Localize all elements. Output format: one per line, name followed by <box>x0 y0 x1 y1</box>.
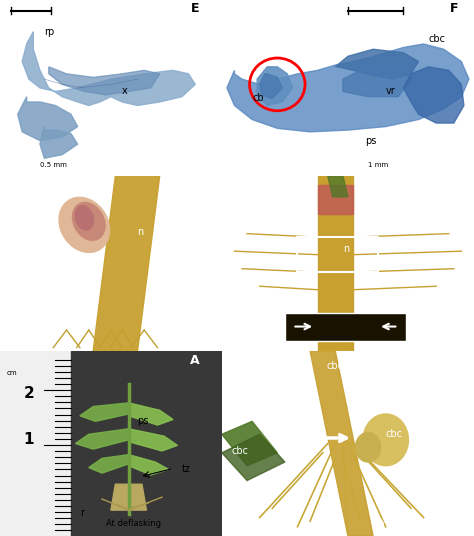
Polygon shape <box>310 351 373 536</box>
Polygon shape <box>222 434 285 481</box>
Bar <box>285 312 406 340</box>
Text: 1 year: 1 year <box>373 517 400 526</box>
Polygon shape <box>49 67 160 95</box>
Text: ps: ps <box>137 416 149 426</box>
Polygon shape <box>335 49 419 79</box>
Polygon shape <box>22 32 195 106</box>
Text: cb: cb <box>252 93 264 103</box>
Text: x: x <box>122 86 128 96</box>
Bar <box>298 237 378 272</box>
Ellipse shape <box>75 206 93 230</box>
Polygon shape <box>128 455 169 475</box>
Ellipse shape <box>356 433 381 462</box>
Text: A: A <box>191 354 200 367</box>
Text: F: F <box>449 2 458 16</box>
Ellipse shape <box>363 414 409 466</box>
Polygon shape <box>318 184 353 214</box>
Text: At deflasking: At deflasking <box>107 518 162 527</box>
Polygon shape <box>111 484 146 510</box>
Text: n: n <box>137 227 144 237</box>
Text: 0.5 mm: 0.5 mm <box>40 162 67 168</box>
Polygon shape <box>318 176 353 351</box>
Ellipse shape <box>73 203 105 240</box>
Polygon shape <box>93 176 160 351</box>
Text: n: n <box>343 244 349 255</box>
Text: r: r <box>80 508 84 518</box>
Text: B: B <box>449 354 458 367</box>
Text: E: E <box>191 2 200 16</box>
Text: 1: 1 <box>24 433 34 448</box>
Text: vr: vr <box>386 86 395 96</box>
Text: cm: cm <box>7 370 18 376</box>
Bar <box>0 351 71 536</box>
Text: cbc: cbc <box>18 262 35 272</box>
Text: 2: 2 <box>24 386 34 401</box>
Polygon shape <box>222 421 277 466</box>
Ellipse shape <box>59 197 109 252</box>
Polygon shape <box>343 62 411 96</box>
Text: 1 year: 1 year <box>232 332 259 341</box>
Polygon shape <box>75 429 128 449</box>
Polygon shape <box>328 176 348 197</box>
Polygon shape <box>128 429 177 451</box>
Text: D: D <box>449 178 459 191</box>
Polygon shape <box>403 67 464 123</box>
Polygon shape <box>260 74 283 99</box>
Text: cbc: cbc <box>386 429 403 440</box>
Text: tz: tz <box>182 464 191 473</box>
Bar <box>71 351 222 536</box>
Text: cbc: cbc <box>232 446 249 456</box>
Text: cbc: cbc <box>327 361 344 371</box>
Polygon shape <box>18 96 78 140</box>
Text: cbc: cbc <box>428 34 446 43</box>
Polygon shape <box>40 126 78 158</box>
Polygon shape <box>257 67 292 106</box>
Text: Lowest
node of
previous
shoot: Lowest node of previous shoot <box>227 211 257 239</box>
Text: 1 mm: 1 mm <box>368 162 388 168</box>
Text: 9 months: 9 months <box>9 332 48 341</box>
Polygon shape <box>80 403 128 421</box>
Text: ps: ps <box>365 136 377 146</box>
Text: n: n <box>252 398 258 408</box>
Text: rp: rp <box>45 27 55 36</box>
Text: New shoot
from a crown
bud: New shoot from a crown bud <box>373 183 419 203</box>
Polygon shape <box>227 44 469 132</box>
Text: C: C <box>195 178 204 191</box>
Text: r: r <box>428 464 433 474</box>
Text: n: n <box>285 424 291 434</box>
Polygon shape <box>89 455 128 473</box>
Polygon shape <box>128 403 173 425</box>
